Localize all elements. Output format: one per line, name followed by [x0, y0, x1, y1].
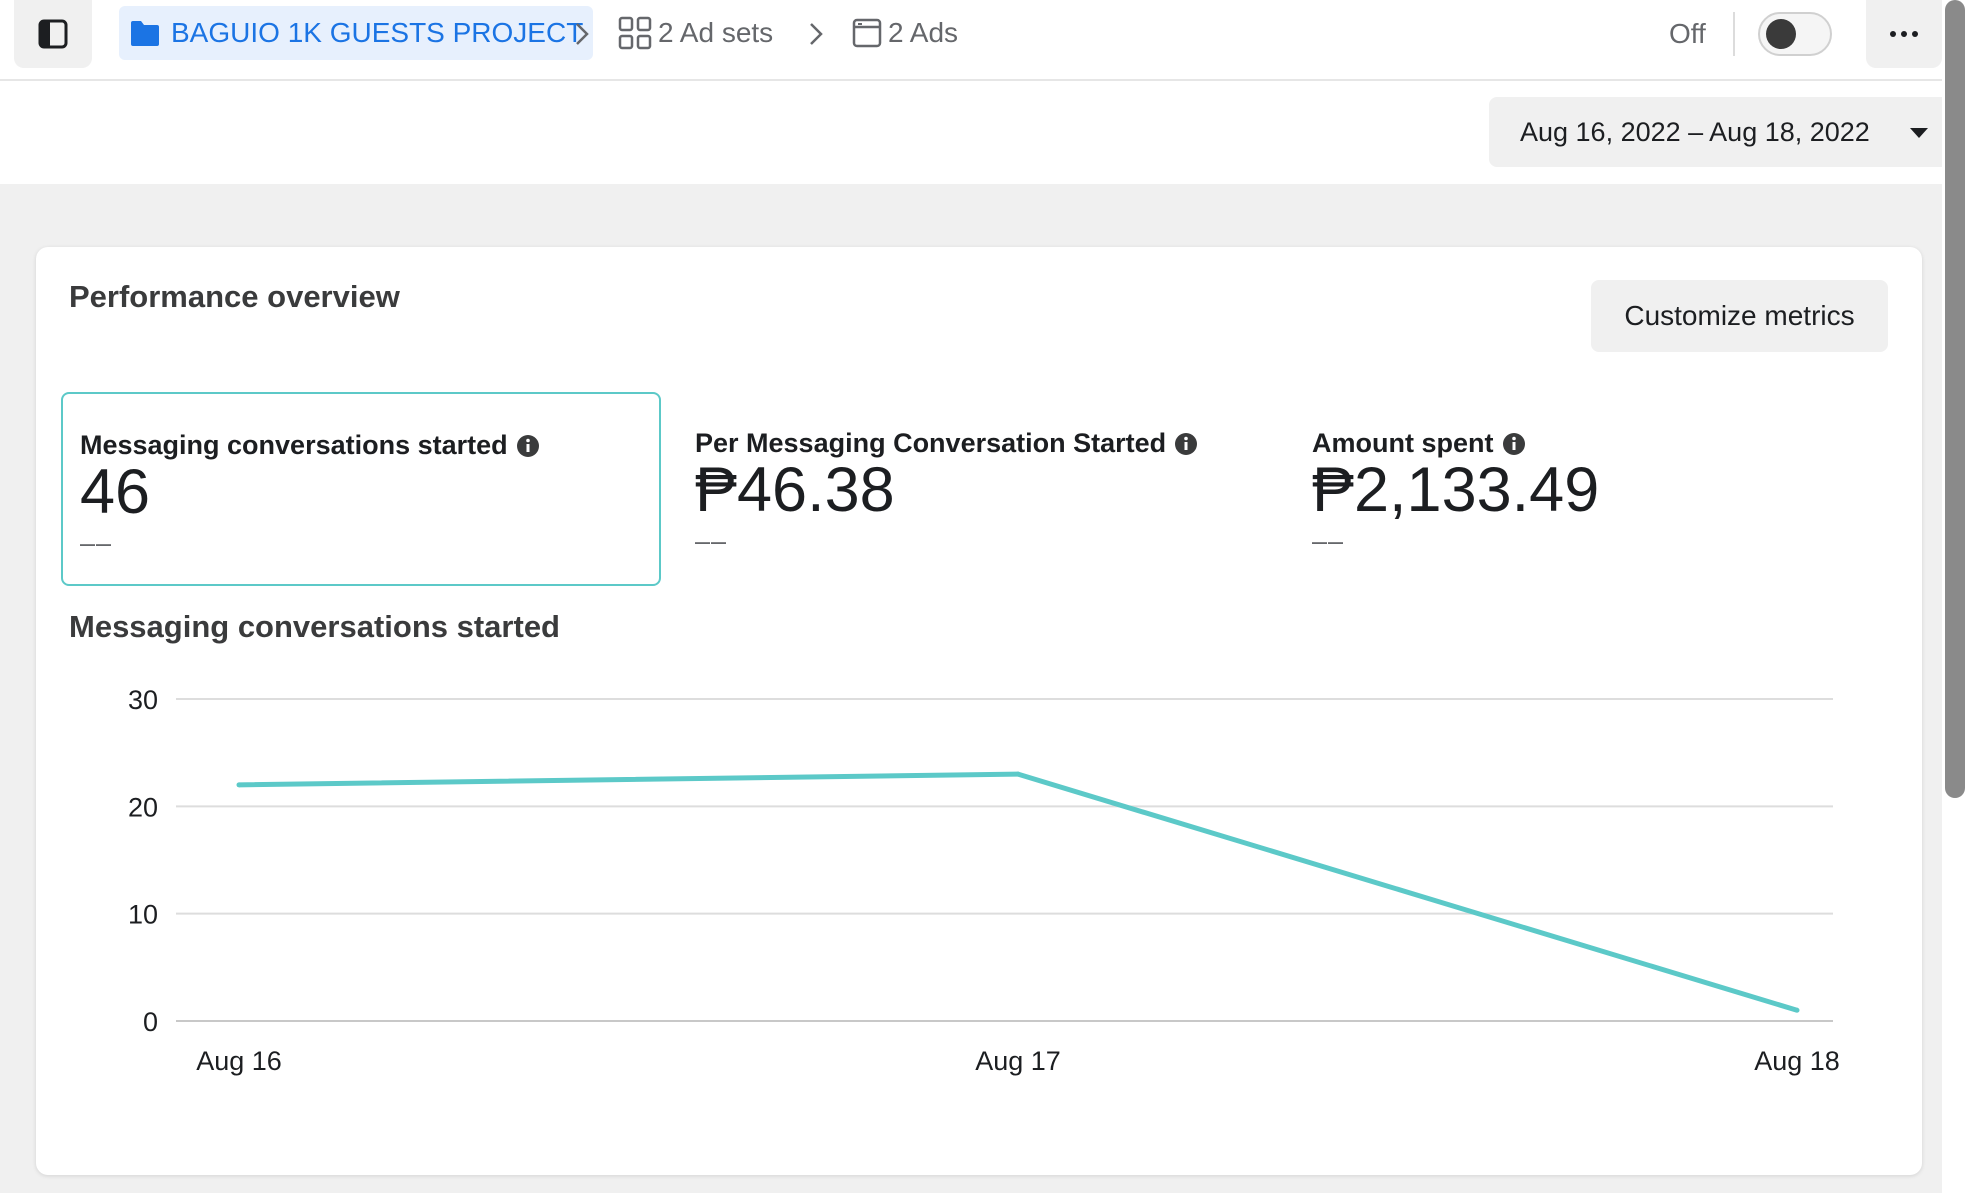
sidebar-panel-icon: [38, 19, 68, 49]
line-chart: 0 10 20 30 Aug 16 Aug 17 Aug 18: [128, 685, 1840, 1076]
data-point: [1015, 771, 1021, 777]
metric-delta: ––: [695, 526, 728, 556]
chart-title: Messaging conversations started: [69, 609, 560, 644]
series-line: [238, 771, 1798, 1013]
ads-label: 2 Ads: [888, 17, 959, 48]
y-tick-label: 30: [128, 685, 158, 715]
metric-card-amount-spent[interactable]: Amount spent ₱2,133.49 ––: [1295, 392, 1895, 586]
data-point: [1794, 1007, 1800, 1013]
ad-icon: [852, 18, 882, 48]
chevron-right-icon: [576, 23, 589, 45]
customize-metrics-button[interactable]: Customize metrics: [1591, 280, 1888, 352]
metric-value: ₱46.38: [695, 455, 895, 525]
metric-value: ₱2,133.49: [1312, 455, 1600, 525]
date-bar: Aug 16, 2022 – Aug 18, 2022: [0, 81, 1942, 184]
divider: [1733, 12, 1735, 56]
performance-card: Performance overview Customize metrics M…: [36, 247, 1922, 1175]
info-icon[interactable]: [1174, 432, 1198, 456]
metric-card-cost-per-conversation[interactable]: Per Messaging Conversation Started ₱46.3…: [678, 392, 1278, 586]
x-tick-label: Aug 18: [1754, 1046, 1840, 1076]
date-range-picker[interactable]: Aug 16, 2022 – Aug 18, 2022: [1489, 97, 1942, 167]
breadcrumb-ad-sets[interactable]: 2 Ad sets: [618, 6, 773, 60]
x-tick-label: Aug 16: [196, 1046, 282, 1076]
y-tick-label: 10: [128, 900, 158, 930]
campaign-name: BAGUIO 1K GUESTS PROJECT: [171, 17, 584, 48]
y-tick-label: 20: [128, 792, 158, 822]
metric-label: Amount spent: [1312, 428, 1526, 459]
toggle-status-label: Off: [1669, 18, 1706, 49]
metric-label-text: Messaging conversations started: [80, 430, 508, 460]
top-bar: BAGUIO 1K GUESTS PROJECT 2 Ad sets 2 Ads…: [0, 0, 1942, 81]
date-range-label: Aug 16, 2022 – Aug 18, 2022: [1520, 116, 1870, 147]
data-point: [236, 782, 242, 788]
more-options-button[interactable]: [1866, 0, 1942, 68]
breadcrumb-ads[interactable]: 2 Ads: [852, 6, 958, 60]
card-title: Performance overview: [69, 279, 400, 314]
campaign-toggle[interactable]: [1758, 12, 1832, 56]
info-icon[interactable]: [1502, 432, 1526, 456]
ad-sets-label: 2 Ad sets: [658, 17, 774, 48]
metric-card-conversations[interactable]: Messaging conversations started 46 ––: [61, 392, 661, 586]
metric-value: 46: [80, 457, 151, 527]
metric-label-text: Amount spent: [1312, 428, 1494, 458]
toggle-knob: [1766, 19, 1796, 49]
caret-down-icon: [1910, 128, 1928, 138]
folder-icon: [131, 21, 159, 46]
grid-icon: [618, 16, 652, 50]
metric-label: Per Messaging Conversation Started: [695, 428, 1198, 459]
more-icon: [1890, 31, 1918, 37]
x-tick-label: Aug 17: [975, 1046, 1061, 1076]
metric-label: Messaging conversations started: [80, 430, 540, 461]
breadcrumb-campaign[interactable]: BAGUIO 1K GUESTS PROJECT: [119, 6, 594, 60]
scrollbar-thumb[interactable]: [1945, 0, 1965, 798]
chevron-right-icon: [810, 23, 823, 45]
metric-label-text: Per Messaging Conversation Started: [695, 428, 1167, 458]
toggle-sidebar-button[interactable]: [14, 0, 92, 68]
metric-delta: ––: [1312, 526, 1345, 556]
info-icon[interactable]: [516, 434, 540, 458]
metric-delta: ––: [80, 528, 113, 558]
y-tick-label: 0: [143, 1007, 158, 1037]
